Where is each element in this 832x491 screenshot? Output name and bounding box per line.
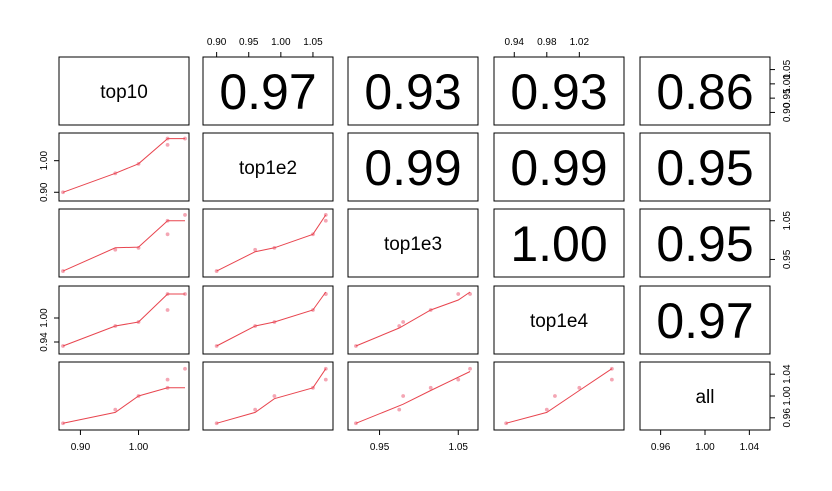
correlation-r0-c1: 0.97 xyxy=(219,64,316,120)
scatter-point-r3-c2-2 xyxy=(401,320,406,324)
scatter-point-r4-c3-1 xyxy=(544,407,549,412)
axis-bottom-label-c2-0: 0.95 xyxy=(370,442,390,453)
correlation-r2-c4: 0.95 xyxy=(656,216,753,272)
scatter-point-r4-c3-2 xyxy=(553,394,557,398)
panel-frame-r0-c2 xyxy=(347,56,479,126)
panel-frame-r3-c0 xyxy=(58,285,190,355)
correlation-r0-c4: 0.86 xyxy=(656,64,753,120)
panel-frame-r3-c4 xyxy=(639,285,771,355)
panel-frame-r4-c1 xyxy=(202,361,334,431)
variable-label-top1e3: top1e3 xyxy=(384,234,442,255)
scatter-point-r1-c0-3 xyxy=(165,142,170,147)
axis-bottom-label-c4-1: 1.00 xyxy=(695,442,715,453)
correlation-r1-c4: 0.95 xyxy=(656,140,753,196)
axis-right-label-r4-2: 1.04 xyxy=(782,364,793,384)
scatter-point-r3-c2-4 xyxy=(456,292,461,296)
panel-frame-r4-c2 xyxy=(347,361,479,431)
smoother-line-r3-c1 xyxy=(216,291,327,347)
scatter-point-r2-c1-1 xyxy=(253,247,258,252)
correlation-r0-c2: 0.93 xyxy=(364,64,461,120)
axis-top-label-c3-1: 0.98 xyxy=(537,37,557,48)
variable-label-top10: top10 xyxy=(100,82,148,103)
axis-right-label-r0-3: 1.05 xyxy=(782,59,793,79)
axis-right-label-r0-0: 0.90 xyxy=(782,102,793,122)
panel-frame-r1-c3 xyxy=(493,132,625,202)
scatter-point-r4-c2-5 xyxy=(468,366,472,371)
scatter-point-r4-c2-2 xyxy=(401,394,406,398)
panel-frame-r2-c2 xyxy=(347,208,479,278)
axis-top-label-c1-1: 0.95 xyxy=(239,37,259,48)
panel-frame-r2-c1 xyxy=(202,208,334,278)
smoother-line-r3-c0 xyxy=(62,293,185,347)
smoother-line-r1-c0 xyxy=(62,138,185,193)
correlation-r1-c2: 0.99 xyxy=(364,140,461,196)
axis-left-label-r3-1: 1.00 xyxy=(39,308,50,328)
scatter-point-r2-c0-5 xyxy=(183,213,187,217)
axis-bottom-label-c0-1: 1.00 xyxy=(129,442,149,453)
scatter-point-r4-c3-3 xyxy=(577,385,582,390)
correlation-r0-c3: 0.93 xyxy=(510,64,607,120)
panel-frame-r1-c2 xyxy=(347,132,479,202)
smoother-line-r2-c0 xyxy=(62,220,185,272)
scatter-point-r4-c3-4 xyxy=(609,377,614,382)
axis-bottom-label-c4-0: 0.96 xyxy=(651,442,671,453)
variable-label-all: all xyxy=(695,387,714,408)
panel-frame-r1-c1 xyxy=(202,132,334,202)
panel-frame-r0-c0 xyxy=(58,56,190,126)
correlation-r2-c3: 1.00 xyxy=(510,216,607,272)
scatter-point-r4-c2-3 xyxy=(428,385,433,390)
variable-label-top1e4: top1e4 xyxy=(530,311,589,332)
smoother-line-r4-c0 xyxy=(62,387,185,424)
axis-right-label-r0-1: 0.95 xyxy=(782,88,793,108)
axis-right-label-r4-0: 0.96 xyxy=(782,408,793,428)
smoother-line-r2-c1 xyxy=(216,214,327,272)
axis-right-label-r2-0: 0.95 xyxy=(782,249,793,269)
panel-frame-r2-c3 xyxy=(493,208,625,278)
scatter-point-r2-c0-1 xyxy=(113,247,118,252)
axis-top-label-c1-0: 0.90 xyxy=(207,37,227,48)
correlation-r1-c3: 0.99 xyxy=(510,140,607,196)
scatter-point-r4-c0-1 xyxy=(113,407,118,412)
scatter-point-r2-c1-4 xyxy=(323,218,328,223)
smoother-line-r4-c2 xyxy=(355,371,471,424)
scatter-point-r2-c0-3 xyxy=(165,232,170,237)
axis-top-label-c1-3: 1.05 xyxy=(303,37,323,48)
panel-frame-r3-c3 xyxy=(493,285,625,355)
axis-right-label-r2-1: 1.05 xyxy=(782,211,793,231)
axis-bottom-label-c4-2: 1.04 xyxy=(740,442,760,453)
smoother-line-r3-c2 xyxy=(355,291,471,347)
axis-top-label-c3-2: 1.02 xyxy=(570,37,590,48)
axis-right-label-r0-2: 1.00 xyxy=(782,74,793,94)
scatter-point-r4-c0-4 xyxy=(165,377,170,382)
smoother-line-r4-c3 xyxy=(505,368,613,424)
panel-frame-r4-c3 xyxy=(493,361,625,431)
panel-frame-r1-c0 xyxy=(58,132,190,202)
axis-bottom-label-c2-1: 1.05 xyxy=(449,442,469,453)
variable-label-top1e2: top1e2 xyxy=(239,158,297,179)
scatter-point-r4-c1-2 xyxy=(272,394,277,398)
axis-bottom-label-c0-0: 0.90 xyxy=(71,442,91,453)
scatter-point-r4-c2-4 xyxy=(456,377,461,382)
scatter-point-r4-c2-1 xyxy=(397,407,402,412)
smoother-line-r4-c1 xyxy=(216,368,327,424)
axis-left-label-r1-1: 1.00 xyxy=(39,151,50,171)
axis-left-label-r3-0: 0.94 xyxy=(39,332,50,352)
correlation-r3-c4: 0.97 xyxy=(656,293,753,349)
panel-frame-r3-c2 xyxy=(347,285,479,355)
panel-frame-r1-c4 xyxy=(639,132,771,202)
axis-left-label-r1-0: 0.90 xyxy=(39,182,50,202)
axis-top-label-c1-2: 1.00 xyxy=(271,37,291,48)
panel-frame-r2-c0 xyxy=(58,208,190,278)
scatter-point-r3-c0-3 xyxy=(165,308,170,312)
panel-frame-r3-c1 xyxy=(202,285,334,355)
scatter-point-r4-c1-4 xyxy=(323,377,328,382)
scatter-point-r4-c1-1 xyxy=(253,407,258,412)
axis-top-label-c3-0: 0.94 xyxy=(505,37,525,48)
scatter-point-r4-c0-5 xyxy=(183,366,187,371)
axis-right-label-r4-1: 1.00 xyxy=(782,386,793,406)
